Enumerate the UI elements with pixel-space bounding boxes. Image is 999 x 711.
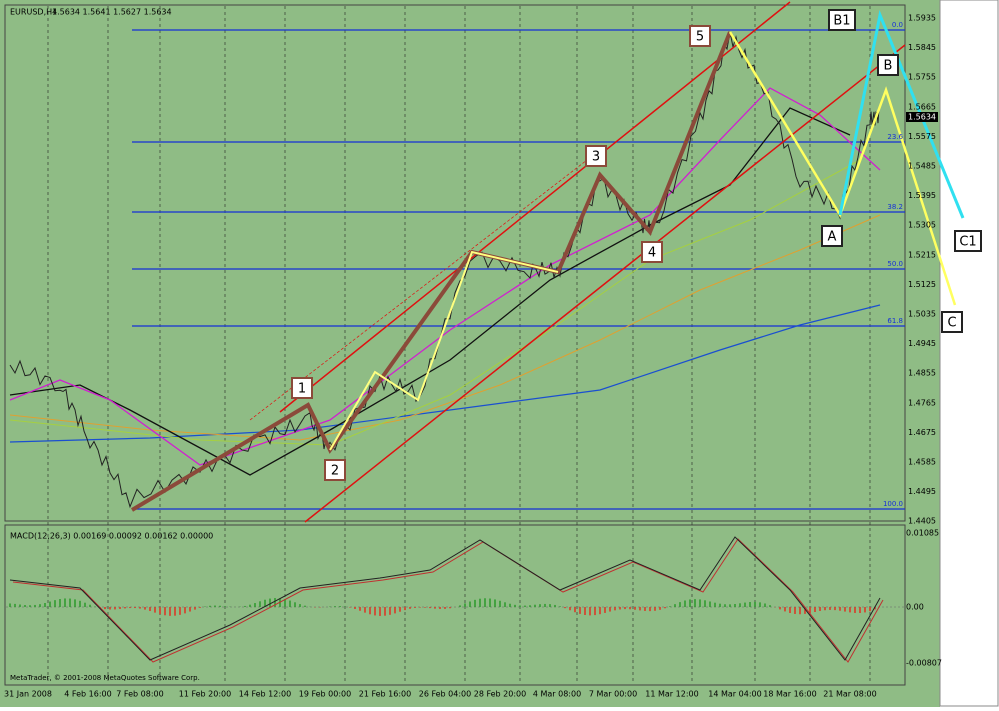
ma-magenta xyxy=(9,87,881,466)
time-label: 4 Feb 16:00 xyxy=(64,690,111,699)
wave-label-box xyxy=(954,230,982,252)
macd-line xyxy=(9,536,881,661)
time-label: 14 Mar 04:00 xyxy=(708,690,761,699)
wave-label: A xyxy=(828,230,837,245)
time-label: 11 Feb 20:00 xyxy=(179,690,231,699)
price-label: 1.5485 xyxy=(908,162,936,171)
wave-label-box xyxy=(877,54,899,76)
price-label: 1.5215 xyxy=(908,250,936,259)
side-panel xyxy=(939,0,999,707)
wave-label-box xyxy=(291,377,313,399)
price-label: 1.4675 xyxy=(908,428,936,437)
wave-label: C xyxy=(947,316,956,331)
channel-lower xyxy=(304,44,906,523)
price-label: 1.5395 xyxy=(908,191,936,200)
fib-label: 61.8 xyxy=(887,317,903,325)
time-label: 28 Feb 20:00 xyxy=(474,690,526,699)
macd-axis-label: 0.01085 xyxy=(906,529,939,538)
time-label: 11 Mar 12:00 xyxy=(645,690,698,699)
time-label: 26 Feb 04:00 xyxy=(419,690,471,699)
wave-label: 3 xyxy=(592,150,600,165)
fib-label: 23.6 xyxy=(887,133,903,141)
time-label: 19 Feb 00:00 xyxy=(299,690,351,699)
wave-label-box xyxy=(324,459,346,481)
wave-yellow-abc xyxy=(728,31,957,306)
wave-label-box xyxy=(585,145,607,167)
wave-label: 5 xyxy=(696,30,704,45)
price-label: 1.5845 xyxy=(908,43,936,52)
wave-label-box xyxy=(821,225,843,247)
price-label: 1.4945 xyxy=(908,339,936,348)
time-label: 18 Mar 16:00 xyxy=(763,690,816,699)
time-label: 31 Jan 2008 xyxy=(4,690,52,699)
time-label: 21 Mar 08:00 xyxy=(823,690,876,699)
time-label: 21 Feb 16:00 xyxy=(359,690,411,699)
price-label: 1.5575 xyxy=(908,132,936,141)
ma-green xyxy=(9,159,861,446)
symbol: EURUSD,H4 xyxy=(10,8,57,17)
ma-blue xyxy=(9,304,881,443)
fib-label: 50.0 xyxy=(887,260,903,268)
price-trace xyxy=(9,31,880,509)
current-price: 1.5634 xyxy=(908,113,936,122)
macd-axis-label: -0.00807 xyxy=(906,659,942,668)
price-label: 1.5935 xyxy=(908,14,936,23)
wave-label-box xyxy=(689,25,711,47)
macd-axis-label: 0.00 xyxy=(906,603,924,612)
wave-label: B1 xyxy=(833,14,850,29)
wave-cyan xyxy=(838,9,965,219)
channel-mid xyxy=(249,149,601,421)
channel-upper xyxy=(279,1,791,413)
time-label: 14 Feb 12:00 xyxy=(239,690,291,699)
wave-label: C1 xyxy=(959,235,976,250)
current-price-box xyxy=(906,112,938,122)
wave-label: 1 xyxy=(298,382,306,397)
price-label: 1.4585 xyxy=(908,458,936,467)
fib-label: 0.0 xyxy=(892,21,903,29)
time-label: 7 Feb 08:00 xyxy=(116,690,163,699)
copyright: MetaTrader, © 2001-2008 MetaQuotes Softw… xyxy=(10,674,200,682)
macd-title: MACD(12,26,3) 0.00169 0.00092 0.00162 0.… xyxy=(10,532,213,541)
wave-label: B xyxy=(884,59,893,74)
price-label: 1.4855 xyxy=(908,369,936,378)
wave-label: 2 xyxy=(331,464,339,479)
time-label: 4 Mar 08:00 xyxy=(533,690,581,699)
price-label: 1.4405 xyxy=(908,517,936,526)
price-label: 1.5305 xyxy=(908,221,936,230)
wave-label: 4 xyxy=(648,246,656,261)
price-label: 1.5125 xyxy=(908,280,936,289)
macd-pane xyxy=(4,524,906,686)
wave-label-box xyxy=(641,241,663,263)
ohlc: 1.5634 1.5641 1.5627 1.5634 xyxy=(52,8,172,17)
wave-yellow xyxy=(329,250,559,451)
price-label: 1.5035 xyxy=(908,310,936,319)
price-pane xyxy=(4,4,906,522)
fib-label: 38.2 xyxy=(887,203,903,211)
wave-label-box xyxy=(828,9,856,31)
chart-background xyxy=(0,0,940,707)
time-label: 7 Mar 00:00 xyxy=(589,690,637,699)
wave-label-box xyxy=(941,311,963,333)
price-label: 1.5665 xyxy=(908,102,936,111)
price-label: 1.4495 xyxy=(908,487,936,496)
fib-label: 100.0 xyxy=(883,500,903,508)
price-label: 1.4765 xyxy=(908,398,936,407)
ma-orange xyxy=(9,214,881,441)
price-label: 1.5755 xyxy=(908,73,936,82)
